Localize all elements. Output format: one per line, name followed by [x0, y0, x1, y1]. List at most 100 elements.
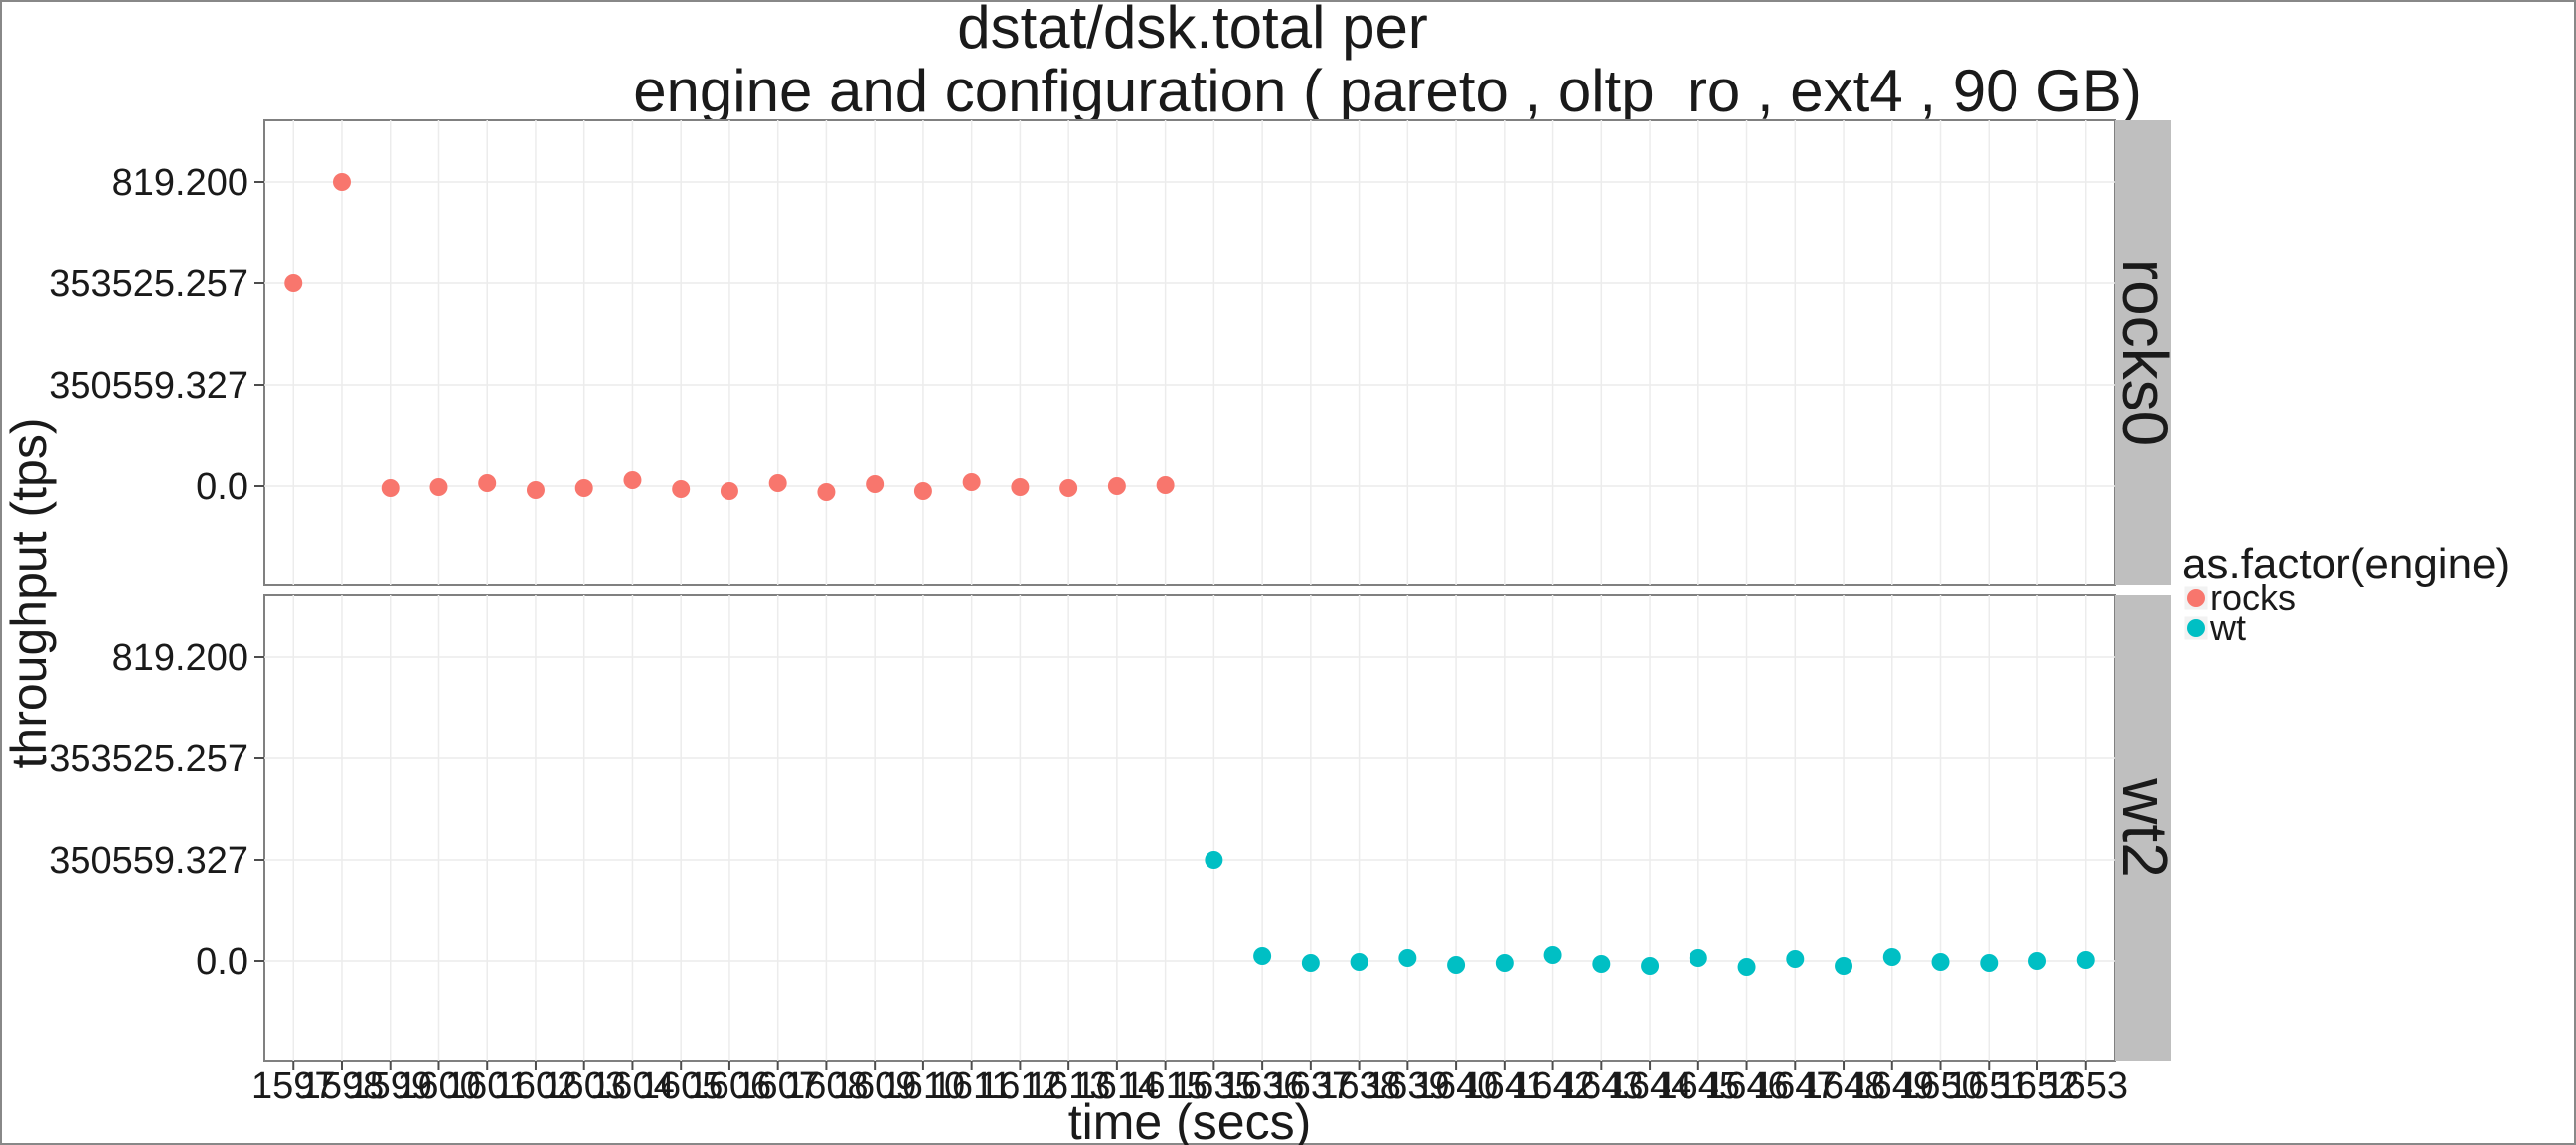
data-point-wt [1398, 949, 1417, 967]
data-point-rocks [478, 474, 497, 492]
legend-swatch-wt [2187, 619, 2205, 637]
x-axis-title: time (secs) [1068, 1094, 1311, 1145]
y-tick-label: 0.0 [196, 941, 248, 983]
chart-title-line1: dstat/dsk.total per [957, 0, 1428, 61]
x-tick-label: 1605 [639, 1065, 724, 1107]
data-point-wt [2076, 951, 2095, 969]
facet-strip-label: wt2 [2109, 777, 2180, 878]
x-tick-label: 1646 [1704, 1065, 1789, 1107]
data-point-rocks [1059, 479, 1078, 497]
data-point-wt [1786, 950, 1805, 968]
data-point-rocks [574, 479, 593, 497]
x-tick-label: 1608 [784, 1065, 869, 1107]
data-point-wt [1205, 851, 1223, 869]
data-point-wt [1641, 957, 1660, 975]
facet-panel-rocks0: 0.0 350559.327 353525.257 819.200 rocks0 [49, 119, 2180, 586]
data-point-wt [1689, 949, 1707, 967]
data-point-rocks [284, 274, 303, 292]
data-point-rocks [332, 173, 351, 191]
data-point-rocks [720, 482, 738, 500]
y-tick-label: 350559.327 [49, 840, 248, 882]
x-tick-label: 1597 [251, 1065, 336, 1107]
x-axis-ticks: 1597159815991600160116021603160416051606… [251, 1061, 2128, 1107]
facet-strip [2115, 595, 2171, 1061]
x-tick-label: 1652 [1996, 1065, 2080, 1107]
x-tick-label: 1638 [1317, 1065, 1401, 1107]
y-tick-label: 819.200 [112, 162, 248, 204]
data-point-wt [1931, 953, 1950, 971]
data-point-rocks [1107, 477, 1126, 495]
data-point-rocks [381, 479, 400, 497]
x-tick-label: 1610 [882, 1065, 966, 1107]
y-axis-title: throughput (tps) [1, 418, 57, 769]
data-point-wt [1980, 954, 1999, 972]
x-tick-label: 1635 [1172, 1065, 1256, 1107]
x-tick-label: 1613 [1027, 1065, 1111, 1107]
facet-strip [2115, 120, 2171, 585]
x-tick-label: 1637 [1269, 1065, 1354, 1107]
x-tick-label: 1643 [1559, 1065, 1644, 1107]
x-tick-label: 1609 [833, 1065, 917, 1107]
legend-swatch-rocks [2187, 589, 2205, 607]
data-point-wt [1350, 953, 1368, 971]
data-point-wt [1253, 947, 1272, 965]
data-point-rocks [913, 482, 932, 500]
x-tick-label: 1639 [1366, 1065, 1450, 1107]
x-tick-label: 1604 [590, 1065, 675, 1107]
data-point-rocks [672, 480, 691, 498]
x-tick-label: 1612 [978, 1065, 1062, 1107]
data-point-wt [1835, 957, 1853, 975]
data-point-wt [1301, 954, 1320, 972]
data-point-rocks [866, 475, 885, 493]
x-tick-label: 1645 [1657, 1065, 1741, 1107]
x-tick-label: 1653 [2043, 1065, 2128, 1107]
y-tick-label: 0.0 [196, 466, 248, 508]
y-tick-label: 350559.327 [49, 365, 248, 407]
x-tick-label: 1647 [1753, 1065, 1838, 1107]
data-point-wt [2028, 952, 2047, 970]
x-tick-label: 1614 [1075, 1065, 1160, 1107]
x-tick-label: 1611 [931, 1065, 1013, 1107]
x-tick-label: 1603 [542, 1065, 626, 1107]
x-tick-label: 1601 [445, 1065, 530, 1107]
y-tick-label: 353525.257 [49, 738, 248, 780]
panel-background [263, 594, 2116, 1062]
data-point-wt [1447, 956, 1466, 974]
data-point-rocks [962, 473, 981, 491]
data-point-rocks [817, 483, 836, 501]
data-point-wt [1737, 958, 1756, 976]
facet-panels: 0.0 350559.327 353525.257 819.200 rocks0 0.0 3… [49, 119, 2180, 1062]
data-point-wt [1592, 955, 1611, 973]
x-tick-label: 1651 [1947, 1065, 2031, 1107]
x-tick-label: 1642 [1511, 1065, 1595, 1107]
x-tick-label: 1636 [1220, 1065, 1305, 1107]
chart-title-line2: engine and configuration ( pareto , oltp… [633, 58, 2142, 124]
data-point-rocks [623, 471, 642, 489]
data-point-wt [1543, 946, 1562, 964]
y-tick-label: 819.200 [112, 637, 248, 679]
x-tick-label: 1600 [397, 1065, 481, 1107]
x-tick-label: 1602 [494, 1065, 578, 1107]
x-tick-label: 1640 [1414, 1065, 1499, 1107]
data-point-rocks [1011, 478, 1030, 496]
x-tick-label: 1615 [1123, 1065, 1208, 1107]
data-point-rocks [768, 474, 787, 492]
legend-label-rocks: rocks [2210, 577, 2296, 618]
x-tick-label: 1649 [1851, 1065, 1935, 1107]
x-tick-label: 1606 [688, 1065, 772, 1107]
panel-background [263, 119, 2116, 586]
x-tick-label: 1648 [1802, 1065, 1886, 1107]
legend-title: as.factor(engine) [2182, 540, 2510, 588]
data-point-rocks [1156, 476, 1175, 494]
data-point-wt [1495, 954, 1514, 972]
facet-strip-label: rocks0 [2109, 259, 2180, 447]
data-point-rocks [429, 478, 448, 496]
data-point-wt [1882, 948, 1901, 966]
x-tick-label: 1650 [1898, 1065, 1983, 1107]
legend-label-wt: wt [2209, 607, 2246, 648]
x-tick-label: 1607 [735, 1065, 820, 1107]
x-tick-label: 1641 [1463, 1065, 1547, 1107]
x-tick-label: 1644 [1608, 1065, 1692, 1107]
